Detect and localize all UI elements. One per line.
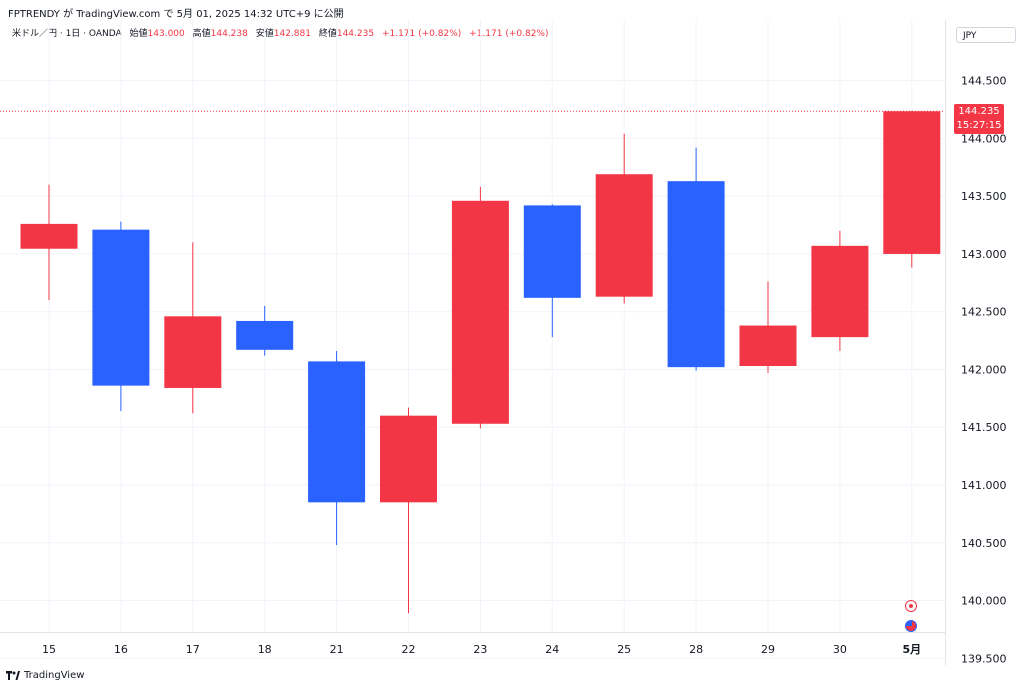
candle[interactable]: [523, 204, 581, 338]
x-tick-label: 17: [186, 643, 200, 656]
last-price-badge: 144.235 15:27:15: [954, 104, 1004, 135]
candle[interactable]: [308, 350, 366, 546]
candle-body: [92, 229, 150, 386]
x-tick-label: 30: [833, 643, 847, 656]
candle-body: [308, 361, 366, 503]
candle[interactable]: [811, 230, 869, 351]
y-tick-label: 143.000: [961, 248, 1007, 261]
x-tick-label: 23: [473, 643, 487, 656]
candle-body: [739, 325, 797, 366]
candle-body: [667, 181, 725, 368]
y-tick-label: 144.500: [961, 75, 1007, 88]
x-tick-label: 5月: [902, 643, 921, 656]
candle[interactable]: [380, 407, 437, 614]
candle-body: [883, 111, 941, 254]
x-tick-label: 22: [402, 643, 416, 656]
x-tick-label: 16: [114, 643, 128, 656]
y-tick-label: 139.500: [961, 652, 1007, 665]
x-tick-label: 21: [330, 643, 344, 656]
change-value-2: +1.171 (+0.82%): [469, 29, 549, 39]
low-value: 142.881: [273, 29, 311, 39]
x-tick-label: 28: [689, 643, 703, 656]
candle[interactable]: [164, 242, 222, 414]
candle[interactable]: [20, 184, 78, 301]
candle[interactable]: [451, 186, 509, 429]
last-price-value: 144.235: [958, 106, 1000, 118]
y-tick-label: 142.000: [961, 363, 1007, 376]
candle[interactable]: [667, 147, 725, 371]
y-tick-label: 141.500: [961, 421, 1007, 434]
y-tick-label: 143.500: [961, 190, 1007, 203]
brand-name: TradingView: [24, 670, 85, 681]
y-tick-label: 141.000: [961, 479, 1007, 492]
price-chart[interactable]: 139.500 140.000 140.500 141.000 141.500 142.0…: [0, 20, 1024, 665]
candle-body: [523, 205, 581, 298]
candle-body: [811, 245, 869, 338]
open-value: 143.000: [147, 29, 185, 39]
tradingview-brand[interactable]: TradingView: [6, 670, 84, 681]
bar-countdown: 15:27:15: [956, 120, 1002, 132]
x-tick-label: 24: [545, 643, 559, 656]
x-tick-label: 25: [617, 643, 631, 656]
candle[interactable]: [595, 133, 653, 304]
candle[interactable]: [883, 110, 941, 268]
y-tick-label: 140.000: [961, 595, 1007, 608]
high-value: 144.238: [210, 29, 248, 39]
x-tick-label: 15: [42, 643, 56, 656]
dividend-event-icon[interactable]: [905, 600, 917, 612]
publish-credit: FPTRENDY が TradingView.com で 5月 01, 2025…: [8, 9, 344, 20]
tradingview-logo-icon: [6, 671, 20, 680]
candle-body: [380, 415, 437, 503]
change-value: +1.171 (+0.82%): [381, 29, 462, 39]
symbol-name[interactable]: 米ドル／円 · 1日 · OANDA: [12, 29, 122, 39]
x-tick-label: 18: [258, 643, 272, 656]
candle-body: [595, 174, 653, 297]
candle[interactable]: [739, 281, 797, 373]
currency-button[interactable]: JPY: [956, 27, 1016, 43]
us-economic-event-icon[interactable]: [905, 620, 917, 632]
y-tick-label: 140.500: [961, 537, 1007, 550]
y-tick-label: 142.500: [961, 306, 1007, 319]
close-label: 終値: [318, 29, 337, 39]
candle-body: [20, 223, 78, 249]
close-value: 144.235: [336, 29, 375, 39]
y-tick-label: 144.000: [961, 132, 1007, 145]
candle-body: [236, 320, 294, 350]
top-bar: FPTRENDY が TradingView.com で 5月 01, 2025…: [0, 0, 1024, 20]
candle[interactable]: [92, 221, 150, 412]
open-label: 始値: [129, 29, 148, 39]
candle[interactable]: [236, 305, 294, 356]
candle-body: [164, 316, 222, 388]
x-tick-label: 29: [761, 643, 775, 656]
candle-body: [451, 200, 509, 424]
high-label: 高値: [192, 29, 211, 39]
